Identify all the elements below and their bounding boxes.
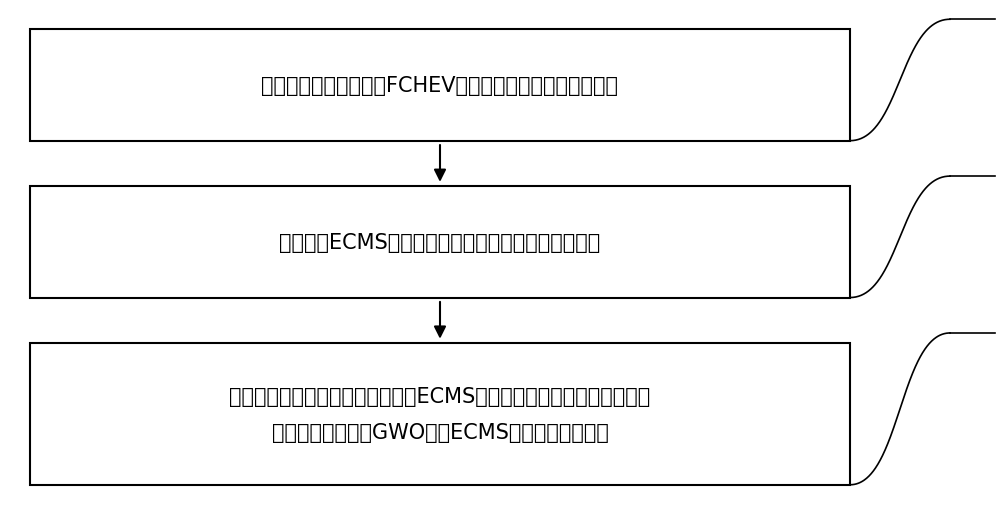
FancyBboxPatch shape [30, 187, 850, 298]
FancyBboxPatch shape [30, 343, 850, 485]
Text: 搭建基于ECMS策略的燃料电池混合动力能量管理模型: 搭建基于ECMS策略的燃料电池混合动力能量管理模型 [279, 232, 601, 252]
FancyBboxPatch shape [30, 30, 850, 141]
Text: 用灰狼优化算法（GWO）对ECMS等效因子进行调节: 用灰狼优化算法（GWO）对ECMS等效因子进行调节 [272, 422, 608, 442]
Text: 根据车辆本身的参数和FCHEV的特点，搭建整车动力学模型: 根据车辆本身的参数和FCHEV的特点，搭建整车动力学模型 [261, 76, 618, 96]
Text: 基于提升车辆经济性的目标，针对ECMS策略中等效因子优化的问题，采: 基于提升车辆经济性的目标，针对ECMS策略中等效因子优化的问题，采 [229, 386, 651, 407]
